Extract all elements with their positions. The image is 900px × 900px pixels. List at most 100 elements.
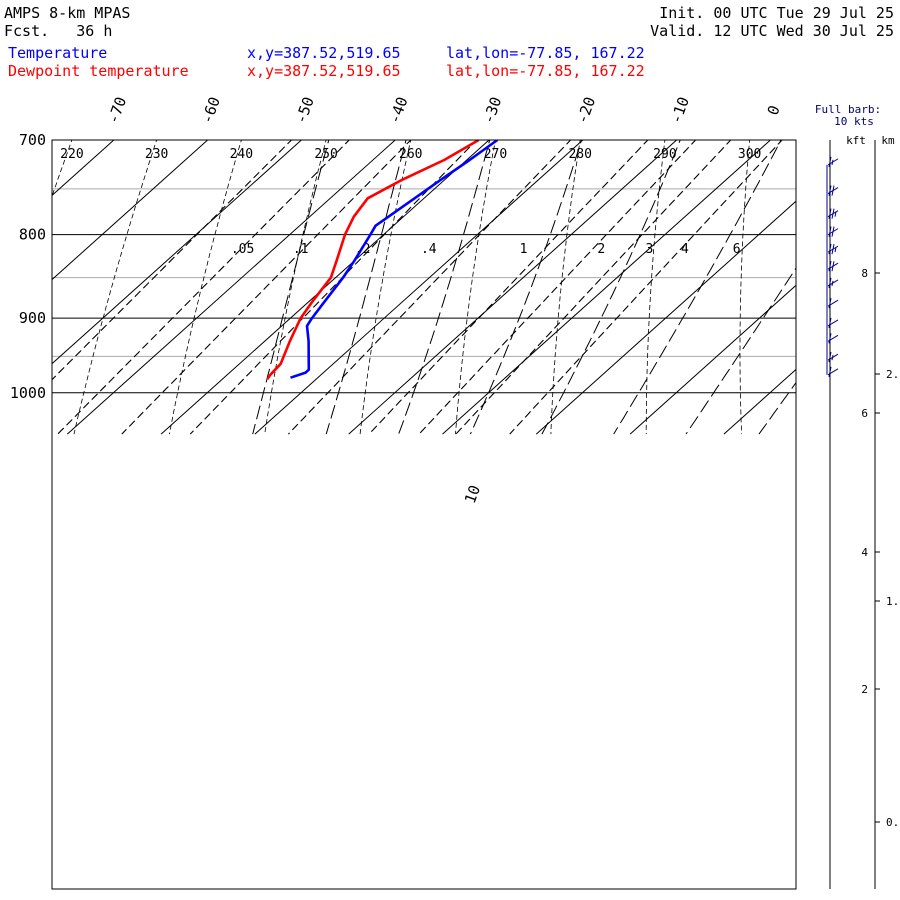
wind-barb-half-9 (834, 211, 837, 217)
theta-label-260: 260 (399, 147, 422, 162)
moist-adiabat--24 (252, 140, 330, 435)
legend-temperature-name: Temperature (8, 44, 108, 62)
mixing-ratio-label-1: 1 (520, 242, 528, 257)
isotherm-30 (723, 368, 796, 435)
temperature-label-0: 0 (764, 103, 784, 118)
mixing-ratio-line-6 (509, 140, 783, 435)
forecast-hour: Fcst. 36 h (4, 22, 112, 40)
pressure-axis: 700 800 900 1000 (10, 131, 46, 402)
wind-barb-10 (827, 185, 839, 196)
mixing-ratio-line-0.05 (52, 140, 293, 381)
moist-adiabat--16 (325, 140, 407, 435)
pressure-label-900: 900 (19, 309, 46, 327)
wind-barb-feather-4-0 (828, 298, 832, 309)
moist-adiabat--8 (398, 140, 491, 435)
wind-barb-feather-9-0 (828, 208, 832, 219)
dry-adiabat-220 (52, 140, 73, 198)
moist-adiabat-8 (541, 140, 681, 435)
legend-temperature-xy: x,y=387.52,519.65 (247, 44, 401, 62)
mixing-ratio-label-2: 2 (597, 242, 605, 257)
km-label-2: 2. (886, 368, 899, 381)
wind-barb-feather-0-0 (828, 366, 832, 377)
temperature-label--20: -20 (573, 94, 599, 126)
isotherm--60 (52, 140, 209, 281)
isotherm-20 (629, 284, 796, 435)
wind-panel-title: Full barb: (815, 103, 881, 116)
skewt-grid (52, 140, 796, 435)
kft-label-8: 8 (861, 267, 868, 280)
wind-barb-7 (827, 244, 839, 255)
kft-label-2: 2 (861, 683, 868, 696)
isotherm--30 (160, 140, 490, 435)
mixing-ratio-label-.1: .1 (293, 242, 309, 257)
temperature-label--10: -10 (667, 94, 693, 126)
wind-barb-feather-7-1 (831, 244, 835, 255)
theta-label-280: 280 (568, 147, 591, 162)
wind-barb-feather-1-0 (828, 352, 832, 363)
plot-frame (51, 139, 797, 890)
dry-adiabat-270 (455, 140, 496, 435)
wind-barb-feather-2-0 (828, 333, 832, 344)
wind-barb-feather-3-0 (828, 317, 832, 329)
temperature-profile (290, 140, 499, 379)
theta-label-240: 240 (230, 147, 253, 162)
mixing-ratio-labels: .05.1.2.4 1 2 3 4 6 (231, 242, 741, 257)
isotherm--20 (254, 140, 584, 435)
temperature-label--40: -40 (385, 94, 411, 126)
km-label-1: 1. (886, 595, 899, 608)
moist-adiabat-16 (613, 140, 782, 435)
wind-barb-0 (827, 366, 839, 377)
legend-dewpoint-latlon: lat,lon=-77.85, 167.22 (446, 62, 645, 80)
wind-barb-1 (827, 352, 839, 363)
mixing-ratio-line-1 (287, 140, 572, 435)
isotherm--10 (348, 140, 678, 435)
dry-adiabat-280 (550, 140, 581, 435)
isotherm-label-10: 10 (461, 483, 484, 506)
pressure-label-800: 800 (19, 226, 46, 244)
wind-barb-8 (827, 226, 839, 237)
wind-barb-feather-10-1 (831, 185, 835, 196)
wind-panel: Full barb: 10 kts kft km 2 4 6 8 0. 1. 2. (815, 103, 899, 889)
wind-barb-2 (827, 333, 839, 344)
theta-label-270: 270 (484, 147, 507, 162)
dry-adiabat-300 (739, 140, 751, 435)
mixing-ratio-line-4 (455, 140, 732, 435)
wind-barb-feather-8-1 (831, 226, 835, 237)
mixing-ratio-label-.05: .05 (231, 242, 254, 257)
pressure-label-700: 700 (19, 131, 46, 149)
km-unit: km (881, 134, 895, 147)
mixing-ratio-line-2 (368, 140, 649, 435)
temperature-label--70: -70 (104, 94, 130, 126)
wind-barb-3 (827, 317, 839, 329)
wind-barb-feather-7-0 (828, 244, 832, 255)
wind-barb-11 (827, 156, 839, 167)
wind-barb-4 (827, 298, 839, 309)
dry-adiabat-230 (73, 140, 158, 435)
wind-barb-feather-6-0 (828, 261, 832, 272)
temperature-label--50: -50 (292, 94, 318, 126)
wind-barb-5 (827, 277, 839, 288)
kft-label-6: 6 (861, 407, 868, 420)
mixing-ratio-label-4: 4 (681, 242, 689, 257)
dry-adiabat-290 (645, 140, 666, 435)
wind-barb-feather-6-1 (831, 261, 835, 272)
legend-temperature-latlon: lat,lon=-77.85, 167.22 (446, 44, 645, 62)
wind-barb-feather-10-0 (828, 185, 832, 196)
model-title: AMPS 8-km MPAS (4, 4, 131, 22)
wind-barb-half-11 (831, 159, 834, 165)
dry-adiabat-250 (264, 140, 327, 435)
mixing-ratio-label-3: 3 (646, 242, 654, 257)
isotherm-0 (442, 140, 772, 435)
wind-barb-half-5 (831, 280, 834, 286)
wind-barb-6 (827, 261, 839, 272)
pressure-label-1000: 1000 (10, 384, 46, 402)
legend-dewpoint-xy: x,y=387.52,519.65 (247, 62, 401, 80)
theta-label-220: 220 (60, 147, 83, 162)
mixing-ratio-line-0.2 (121, 140, 412, 435)
fcst-label: Fcst. (4, 22, 50, 40)
kft-unit: kft (846, 134, 866, 147)
theta-labels: 220 230 240 250 260 270 280 290 300 (60, 147, 761, 162)
dry-adiabat-260 (359, 140, 412, 435)
theta-label-290: 290 (653, 147, 676, 162)
